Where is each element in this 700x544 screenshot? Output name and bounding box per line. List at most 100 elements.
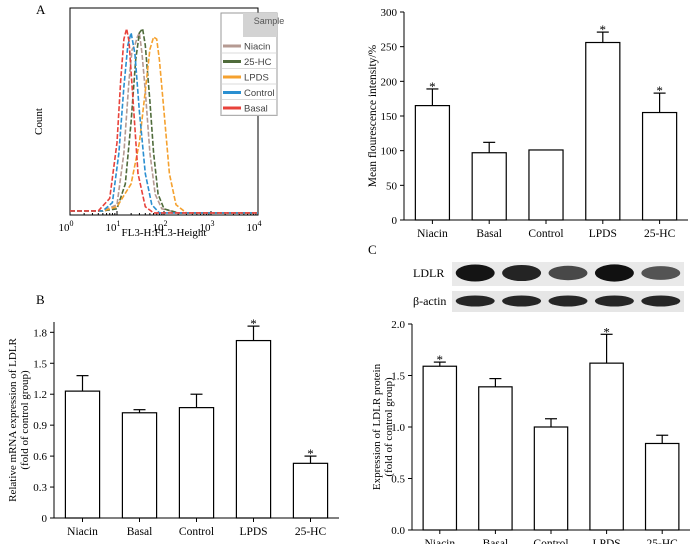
x-tick-label: 104	[247, 219, 262, 234]
x-axis-label: FL3-H:FL3-Height	[122, 227, 207, 239]
x-tick-label: 100	[59, 219, 74, 234]
blot-label-ldlr: LDLR	[413, 266, 444, 280]
bar-basal	[478, 386, 513, 531]
x-tick-label: 25-HC	[647, 538, 679, 544]
legend-label-lpds: LPDS	[244, 73, 269, 84]
x-tick-label: LPDS	[239, 526, 267, 538]
y-tick-label: 250	[381, 42, 398, 54]
x-tick-label: 103	[200, 219, 215, 234]
series-line-niacin	[70, 30, 258, 214]
x-tick-label: 25-HC	[644, 228, 676, 240]
bar-basal	[471, 152, 507, 221]
y-axis-label-2: (fold of control group)	[383, 377, 395, 477]
bar-basal	[121, 412, 158, 519]
protein-bar-chart: 0.0 0.5 1.0 1.5 2.0 Niacin * Basal Control LPDS * 2…	[371, 319, 690, 544]
x-tick-label: Control	[533, 538, 568, 544]
series-line-basal	[70, 28, 258, 214]
blot-band-ldlr	[502, 264, 542, 282]
legend-title: Sample	[254, 16, 285, 26]
significance-marker: *	[250, 316, 257, 331]
y-tick-label: 300	[381, 7, 398, 19]
y-tick-label: 0.5	[391, 474, 405, 486]
bar-control	[533, 426, 569, 531]
western-blot: LDLR β-actin	[413, 262, 684, 312]
mfi-bar-chart: 0 50 100 150 200 250 300 Niacin * Basal Control LPD…	[367, 7, 688, 240]
bar-lpds	[589, 362, 624, 531]
y-tick-label: 0	[392, 215, 398, 227]
blot-band-actin	[594, 295, 634, 307]
blot-band-ldlr	[455, 264, 495, 282]
x-tick-label: Basal	[127, 526, 153, 538]
y-tick-label: 0.0	[391, 525, 405, 537]
y-tick-label: 1.5	[391, 371, 405, 383]
y-tick-label: 2.0	[391, 319, 405, 331]
histogram-panel: 100 101 102 103 104 FL3-H:FL3-Height Count Samp…	[33, 7, 285, 239]
legend-header	[243, 13, 277, 37]
y-tick-label: 1.0	[391, 422, 405, 434]
blot-band-ldlr	[594, 264, 634, 282]
x-tick-label: 102	[153, 219, 168, 234]
bar-lpds	[235, 339, 272, 519]
y-axis-label: Relative mRNA expression of LDLR	[7, 337, 19, 501]
x-tick-label: Niacin	[67, 526, 98, 538]
bar-25-hc	[644, 442, 680, 531]
series-line-25-hc	[70, 26, 258, 214]
blot-label-actin: β-actin	[413, 294, 446, 308]
y-tick-label: 100	[381, 146, 398, 158]
y-tick-label: 150	[381, 111, 398, 123]
blot-band-ldlr	[548, 265, 588, 281]
y-tick-label: 1.8	[33, 327, 47, 339]
y-tick-label: 1.5	[33, 358, 47, 370]
y-axis-label: Mean flourescence intensity/%	[367, 44, 379, 187]
legend-label-25-hc: 25-HC	[244, 57, 272, 68]
y-axis-label: Count	[33, 108, 45, 135]
x-tick-label: Niacin	[424, 538, 455, 544]
x-tick-label: Control	[179, 526, 214, 538]
y-tick-label: 1.2	[33, 389, 47, 401]
x-tick-label: Basal	[483, 538, 509, 544]
x-tick-label: Niacin	[417, 228, 448, 240]
y-tick-label: 0	[42, 513, 48, 525]
y-tick-label: 50	[386, 180, 398, 192]
bar-niacin	[64, 390, 101, 519]
bar-control	[178, 407, 215, 519]
x-tick-label: 101	[106, 219, 121, 234]
x-tick-label: LPDS	[589, 228, 617, 240]
bar-niacin	[414, 104, 451, 221]
series-line-lpds	[70, 35, 258, 214]
blot-band-ldlr	[641, 266, 681, 280]
y-tick-label: 0.3	[33, 482, 47, 494]
series-line-control	[70, 32, 258, 214]
panel-letter-c: C	[368, 242, 377, 257]
x-tick-label: Control	[528, 228, 563, 240]
mrna-bar-chart: 0 0.3 0.6 0.9 1.2 1.5 1.8 Niacin Basal Control LPD…	[7, 316, 339, 538]
y-axis-label-2: (fold of control group)	[19, 370, 31, 470]
bar-25-hc	[641, 111, 678, 221]
bar-control	[528, 149, 564, 221]
panel-letter-b: B	[36, 292, 45, 307]
blot-band-actin	[502, 295, 542, 307]
x-tick-label: Basal	[476, 228, 502, 240]
y-axis-label: Expression of LDLR protein	[371, 363, 383, 490]
x-tick-label: LPDS	[593, 538, 621, 544]
significance-marker: *	[437, 352, 444, 367]
significance-marker: *	[307, 446, 314, 461]
bar-niacin	[422, 365, 458, 531]
significance-marker: *	[600, 22, 607, 37]
legend-label-basal: Basal	[244, 104, 268, 115]
legend-label-niacin: Niacin	[244, 42, 270, 53]
significance-marker: *	[429, 79, 436, 94]
blot-band-actin	[641, 295, 681, 307]
y-tick-label: 0.9	[33, 420, 47, 432]
x-tick-label: 25-HC	[295, 526, 327, 538]
y-tick-label: 0.6	[33, 451, 47, 463]
blot-band-actin	[548, 295, 588, 307]
significance-marker: *	[656, 83, 663, 98]
significance-marker: *	[603, 324, 610, 339]
bar-lpds	[585, 41, 621, 221]
legend-label-control: Control	[244, 88, 275, 99]
blot-band-actin	[455, 295, 495, 307]
panel-letter-a: A	[36, 2, 46, 17]
bar-25-hc	[292, 462, 329, 519]
